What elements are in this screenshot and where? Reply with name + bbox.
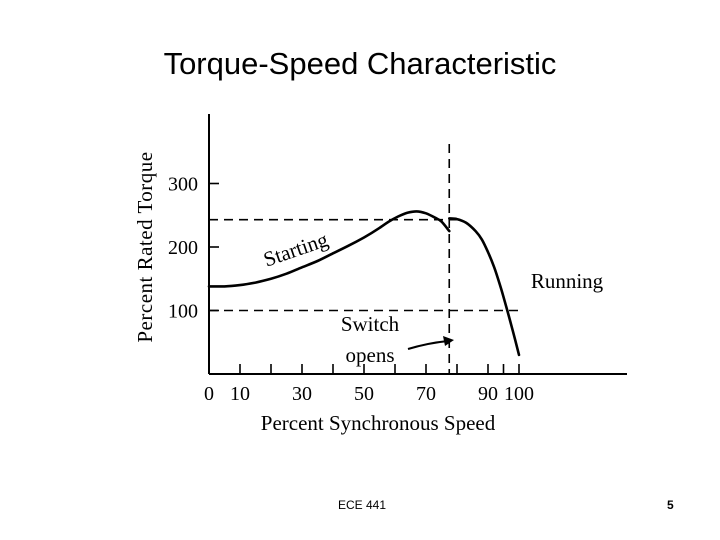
- series-running-curve: [448, 217, 521, 357]
- annotation-switch: Switch: [341, 312, 400, 336]
- footer-course-code: ECE 441: [338, 498, 387, 512]
- slide-title: Torque-Speed Characteristic: [163, 46, 557, 81]
- annotation-starting: Starting: [260, 227, 331, 272]
- y-tick-label-100: 100: [168, 301, 198, 323]
- page-number: 5: [667, 498, 674, 512]
- ticks: 100 200 300 0 10 30 50 70 90 100: [168, 174, 534, 406]
- reference-lines: [209, 144, 519, 374]
- annotation-opens: opens: [346, 343, 395, 367]
- x-tick-label-30: 30: [292, 383, 312, 405]
- series-starting-curve: [207, 210, 451, 288]
- y-tick-label-200: 200: [168, 237, 198, 259]
- series-curves: [207, 210, 521, 357]
- x-tick-label-50: 50: [354, 383, 374, 405]
- x-tick-label-10: 10: [230, 383, 250, 405]
- x-axis-label: Percent Synchronous Speed: [261, 411, 496, 435]
- axes: [208, 114, 627, 375]
- x-tick-label-90: 90: [478, 383, 498, 405]
- y-axis-label: Percent Rated Torque: [133, 151, 157, 342]
- annotation-running: Running: [531, 269, 604, 293]
- switch-opens-arrow: [407, 340, 449, 350]
- x-tick-label-100: 100: [504, 383, 534, 405]
- x-tick-label-0: 0: [204, 383, 214, 405]
- switch-opens-arrowhead: [443, 336, 454, 346]
- y-tick-label-300: 300: [168, 174, 198, 196]
- x-tick-label-70: 70: [416, 383, 436, 405]
